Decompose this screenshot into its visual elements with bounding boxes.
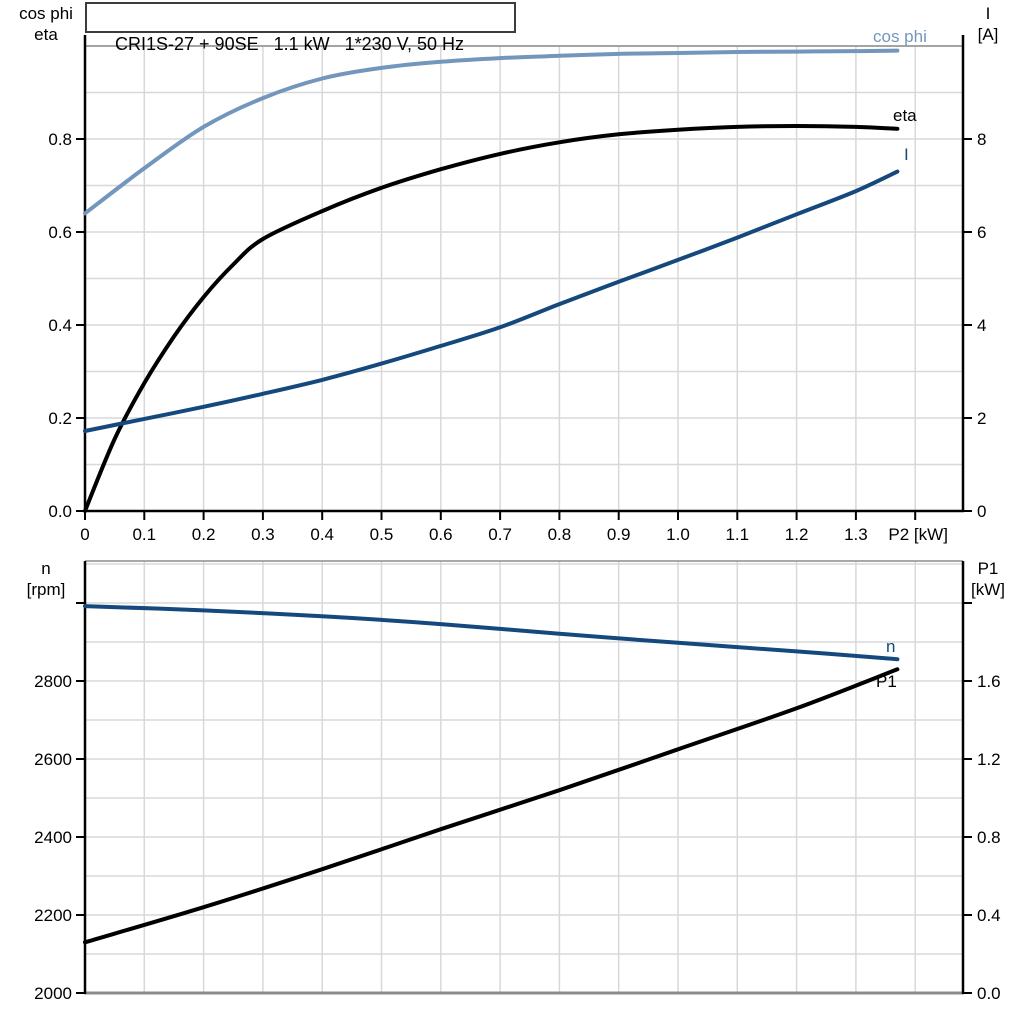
right-tick-label: 4: [977, 316, 986, 335]
left-tick-label: 2400: [34, 828, 72, 847]
series-eta-label: eta: [893, 106, 917, 125]
axis-label-current-unit: [A]: [977, 25, 999, 44]
top-right-axis-label: I [A]: [958, 3, 1018, 45]
bottom-left-axis-label: n [rpm]: [6, 558, 86, 600]
chart-title-box: CRI1S-27 + 90SE 1.1 kW 1*230 V, 50 Hz: [85, 2, 516, 54]
x-tick-label: 0.1: [132, 525, 156, 544]
series-i-label: I: [904, 145, 909, 164]
chart-title: CRI1S-27 + 90SE 1.1 kW 1*230 V, 50 Hz: [115, 34, 465, 54]
top-chart: 0.0 0.2 0.4 0.6 0.8 0 2 4 6 8 0 0.1 0.2 0.3 0.4 0.5 0.6 0…: [48, 27, 986, 544]
series-n-curve: [83, 604, 900, 662]
right-tick-label: 0.8: [977, 828, 1001, 847]
series-eta-curve: [83, 124, 900, 513]
series-p1-label: P1: [876, 672, 897, 691]
bottom-right-axis-label: P1 [kW]: [956, 558, 1020, 600]
series-n-label: n: [886, 637, 895, 656]
right-tick-label: 6: [977, 223, 986, 242]
right-tick-label: 2: [977, 409, 986, 428]
axis-label-cos-phi: cos phi: [19, 4, 73, 23]
series-cos-phi-curve: [83, 48, 900, 216]
left-tick-label: 0.4: [48, 316, 72, 335]
x-tick-label: 0.9: [607, 525, 631, 544]
x-tick-label: 1.0: [666, 525, 690, 544]
x-tick-label: 0.6: [429, 525, 453, 544]
left-tick-label: 0.8: [48, 130, 72, 149]
series-cos-phi-label: cos phi: [873, 27, 927, 46]
left-tick-label: 2800: [34, 672, 72, 691]
left-tick-label: 0.0: [48, 502, 72, 521]
axis-label-eta: eta: [34, 25, 58, 44]
left-tick-label: 2200: [34, 906, 72, 925]
right-tick-label: 8: [977, 130, 986, 149]
x-tick-label: 1.2: [785, 525, 809, 544]
x-tick-label: 0.8: [548, 525, 572, 544]
axis-label-speed-unit: [rpm]: [26, 580, 66, 599]
x-tick-label: 0: [80, 525, 89, 544]
left-tick-label: 2600: [34, 750, 72, 769]
left-tick-label: 2000: [34, 984, 72, 1003]
x-tick-label: 1.1: [725, 525, 749, 544]
right-tick-label: 0.4: [977, 906, 1001, 925]
right-tick-label: 1.6: [977, 672, 1001, 691]
x-axis-unit-label: P2 [kW]: [888, 525, 948, 544]
series-p1-curve: [83, 667, 900, 945]
x-tick-label: 0.4: [310, 525, 334, 544]
top-left-axis-label: cos phi eta: [6, 3, 86, 45]
right-tick-label: 0.0: [977, 984, 1001, 1003]
series-i-curve: [83, 169, 900, 434]
right-tick-label: 1.2: [977, 750, 1001, 769]
bottom-chart: 2000 2200 2400 2600 2800 0.0 0.4 0.8 1.2 1.6 n P1: [34, 560, 1001, 1003]
x-tick-label: 0.3: [251, 525, 275, 544]
left-tick-label: 0.6: [48, 223, 72, 242]
axis-label-speed: n: [41, 559, 51, 578]
x-tick-label: 0.7: [488, 525, 512, 544]
left-tick-label: 0.2: [48, 409, 72, 428]
axis-label-p1: P1: [977, 559, 999, 578]
axis-label-current: I: [985, 4, 991, 23]
x-tick-label: 0.5: [370, 525, 394, 544]
axis-label-p1-unit: [kW]: [971, 580, 1005, 599]
right-tick-label: 0: [977, 502, 986, 521]
x-tick-label: 0.2: [192, 525, 216, 544]
x-tick-label: 1.3: [844, 525, 868, 544]
